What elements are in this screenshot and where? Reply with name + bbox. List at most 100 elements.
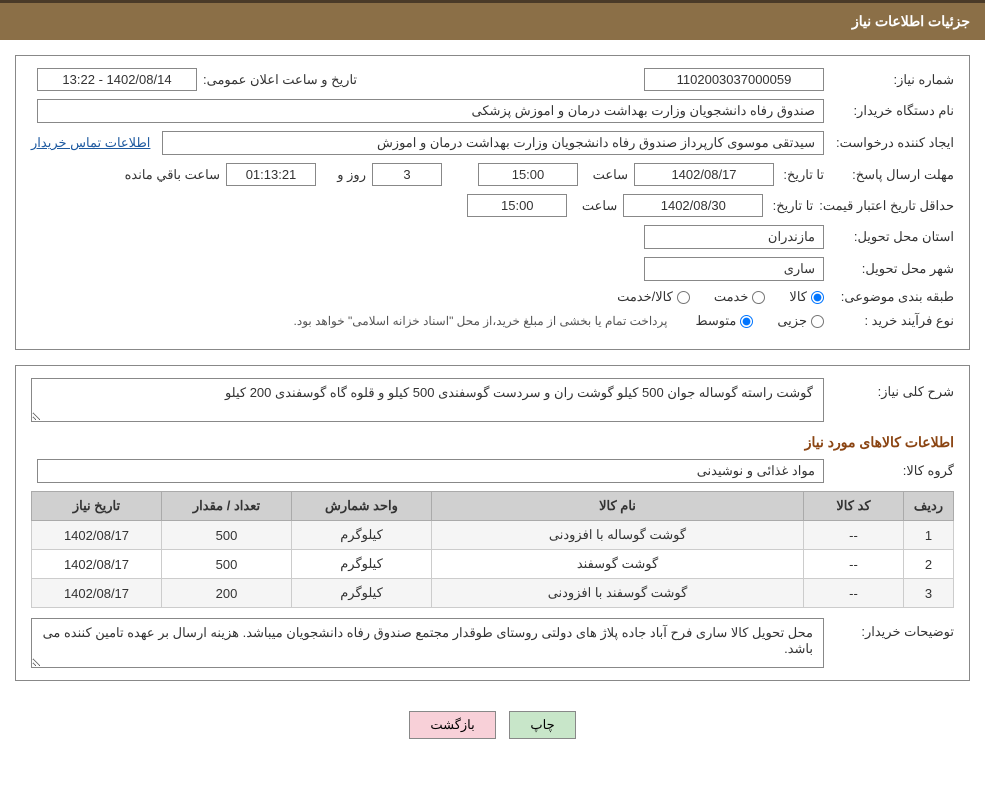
table-cell: کیلوگرم — [292, 521, 432, 550]
row-buyer-org: نام دستگاه خریدار: صندوق رفاه دانشجویان … — [31, 99, 954, 123]
label-reply-subdate: تا تاریخ: — [774, 167, 824, 183]
radio-input-both[interactable] — [677, 291, 690, 304]
table-cell: کیلوگرم — [292, 579, 432, 608]
table-cell: 1402/08/17 — [32, 579, 162, 608]
th-date: تاریخ نیاز — [32, 492, 162, 521]
value-buyer-notes: محل تحویل کالا ساری فرح آباد جاده پلاژ ه… — [43, 625, 813, 656]
value-days-left: 3 — [372, 163, 442, 186]
row-buyer-notes: توضیحات خریدار: محل تحویل کالا ساری فرح … — [31, 618, 954, 668]
textarea-buyer-notes[interactable]: محل تحویل کالا ساری فرح آباد جاده پلاژ ه… — [31, 618, 824, 668]
back-button[interactable]: بازگشت — [409, 711, 495, 739]
radio-group-process: جزیی متوسط — [677, 313, 824, 329]
row-process-type: نوع فرآیند خرید : جزیی متوسط پرداخت تمام… — [31, 313, 954, 329]
radio-process-medium[interactable]: متوسط — [695, 313, 753, 329]
value-announce-datetime: 1402/08/14 - 13:22 — [37, 68, 197, 91]
main-info-box: شماره نیاز: 1102003037000059 تاریخ و ساع… — [15, 55, 970, 350]
table-cell: کیلوگرم — [292, 550, 432, 579]
items-box: شرح کلی نیاز: گوشت راسته گوساله جوان 500… — [15, 365, 970, 681]
value-goods-group: مواد غذائی و نوشیدنی — [37, 459, 824, 483]
radio-process-minor[interactable]: جزیی — [777, 313, 824, 329]
label-requester: ایجاد کننده درخواست: — [824, 135, 954, 151]
table-cell: -- — [804, 579, 904, 608]
table-cell: گوشت گوسفند با افزودنی — [432, 579, 804, 608]
table-cell: 500 — [162, 550, 292, 579]
table-header-row: ردیف کد کالا نام کالا واحد شمارش تعداد /… — [32, 492, 954, 521]
label-buyer-notes: توضیحات خریدار: — [824, 618, 954, 640]
label-announce-datetime: تاریخ و ساعت اعلان عمومی: — [197, 72, 357, 88]
th-row: ردیف — [904, 492, 954, 521]
table-cell: 1402/08/17 — [32, 521, 162, 550]
radio-label-medium: متوسط — [695, 313, 736, 329]
value-time-left: 01:13:21 — [226, 163, 316, 186]
value-need-desc: گوشت راسته گوساله جوان 500 کیلو گوشت ران… — [225, 385, 813, 400]
row-need-desc: شرح کلی نیاز: گوشت راسته گوساله جوان 500… — [31, 378, 954, 422]
th-unit: واحد شمارش — [292, 492, 432, 521]
th-code: کد کالا — [804, 492, 904, 521]
label-need-number: شماره نیاز: — [824, 72, 954, 88]
section-title-items: اطلاعات کالاهای مورد نیاز — [31, 434, 954, 451]
table-row: 1--گوشت گوساله با افزودنیکیلوگرم5001402/… — [32, 521, 954, 550]
table-cell: 500 — [162, 521, 292, 550]
label-reply-subtime: ساعت — [578, 167, 628, 183]
row-reply-deadline: مهلت ارسال پاسخ: تا تاریخ: 1402/08/17 سا… — [31, 163, 954, 186]
table-cell: 1 — [904, 521, 954, 550]
value-reply-time: 15:00 — [478, 163, 578, 186]
print-button[interactable]: چاپ — [509, 711, 575, 739]
th-qty: تعداد / مقدار — [162, 492, 292, 521]
table-cell: -- — [804, 521, 904, 550]
table-cell: 3 — [904, 579, 954, 608]
row-requester: ایجاد کننده درخواست: سیدتقی موسوی کارپرد… — [31, 131, 954, 155]
radio-input-medium[interactable] — [740, 315, 753, 328]
table-cell: 2 — [904, 550, 954, 579]
radio-label-service: خدمت — [714, 289, 749, 305]
radio-input-minor[interactable] — [811, 315, 824, 328]
row-city: شهر محل تحویل: ساری — [31, 257, 954, 281]
value-requester: سیدتقی موسوی کارپرداز صندوق رفاه دانشجوی… — [162, 131, 824, 155]
table-cell: 1402/08/17 — [32, 550, 162, 579]
label-category: طبقه بندی موضوعی: — [824, 289, 954, 305]
radio-category-goods[interactable]: کالا — [789, 289, 824, 305]
table-cell: 200 — [162, 579, 292, 608]
value-reply-date: 1402/08/17 — [634, 163, 774, 186]
label-days-left: روز و — [316, 167, 366, 183]
row-price-validity: حداقل تاریخ اعتبار قیمت: تا تاریخ: 1402/… — [31, 194, 954, 217]
table-cell: گوشت گوساله با افزودنی — [432, 521, 804, 550]
value-province: مازندران — [644, 225, 824, 249]
radio-input-goods[interactable] — [811, 291, 824, 304]
table-cell: گوشت گوسفند — [432, 550, 804, 579]
table-cell: -- — [804, 550, 904, 579]
items-table: ردیف کد کالا نام کالا واحد شمارش تعداد /… — [31, 491, 954, 608]
value-need-number: 1102003037000059 — [644, 68, 824, 91]
table-row: 2--گوشت گوسفندکیلوگرم5001402/08/17 — [32, 550, 954, 579]
th-name: نام کالا — [432, 492, 804, 521]
radio-category-both[interactable]: کالا/خدمت — [617, 289, 690, 305]
button-row: چاپ بازگشت — [0, 696, 985, 754]
radio-input-service[interactable] — [752, 291, 765, 304]
label-time-left: ساعت باقي مانده — [119, 167, 220, 183]
row-province: استان محل تحویل: مازندران — [31, 225, 954, 249]
label-goods-group: گروه کالا: — [824, 463, 954, 479]
link-contact-buyer[interactable]: اطلاعات تماس خریدار — [31, 135, 150, 151]
label-reply-deadline: مهلت ارسال پاسخ: — [824, 167, 954, 183]
radio-category-service[interactable]: خدمت — [714, 289, 766, 305]
page-header: جزئیات اطلاعات نیاز — [0, 0, 985, 40]
label-province: استان محل تحویل: — [824, 229, 954, 245]
textarea-need-desc[interactable]: گوشت راسته گوساله جوان 500 کیلو گوشت ران… — [31, 378, 824, 422]
row-category: طبقه بندی موضوعی: کالا خدمت کالا/خدمت — [31, 289, 954, 305]
radio-label-both: کالا/خدمت — [617, 289, 673, 305]
process-note: پرداخت تمام یا بخشی از مبلغ خرید،از محل … — [294, 314, 668, 328]
label-need-desc: شرح کلی نیاز: — [824, 378, 954, 400]
radio-label-goods: کالا — [789, 289, 807, 305]
row-goods-group: گروه کالا: مواد غذائی و نوشیدنی — [31, 459, 954, 483]
row-need-number: شماره نیاز: 1102003037000059 تاریخ و ساع… — [31, 68, 954, 91]
value-buyer-org: صندوق رفاه دانشجویان وزارت بهداشت درمان … — [37, 99, 824, 123]
label-buyer-org: نام دستگاه خریدار: — [824, 103, 954, 119]
radio-group-category: کالا خدمت کالا/خدمت — [599, 289, 824, 305]
label-price-subdate: تا تاریخ: — [763, 198, 813, 214]
label-process-type: نوع فرآیند خرید : — [824, 313, 954, 329]
page-title: جزئیات اطلاعات نیاز — [852, 13, 970, 29]
value-price-date: 1402/08/30 — [623, 194, 763, 217]
table-row: 3--گوشت گوسفند با افزودنیکیلوگرم2001402/… — [32, 579, 954, 608]
label-price-subtime: ساعت — [567, 198, 617, 214]
value-price-time: 15:00 — [467, 194, 567, 217]
